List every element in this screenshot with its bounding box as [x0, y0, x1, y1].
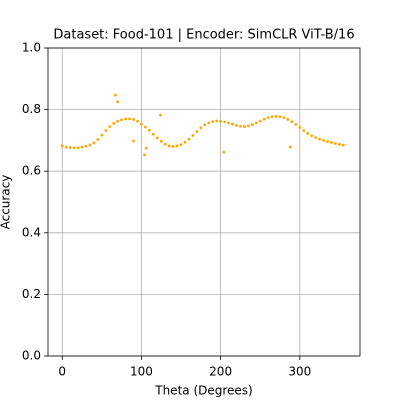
point — [203, 123, 207, 127]
point — [274, 114, 278, 118]
point — [215, 119, 219, 123]
point — [326, 140, 329, 144]
plot-frame — [47, 47, 361, 357]
point — [171, 145, 175, 148]
point — [239, 124, 242, 128]
point — [88, 143, 92, 147]
point — [64, 145, 68, 149]
y-tick-label: 0.8 — [22, 102, 41, 116]
point — [175, 144, 179, 148]
point — [338, 143, 341, 146]
chart-title: Dataset: Food-101 | Encoder: SimCLR ViT-… — [53, 28, 354, 43]
point — [334, 142, 337, 145]
point — [72, 146, 76, 150]
point — [223, 120, 226, 124]
point — [310, 134, 314, 138]
point — [227, 121, 230, 125]
point — [60, 144, 64, 148]
point — [294, 122, 298, 126]
point — [155, 136, 159, 140]
point — [183, 140, 187, 144]
point — [132, 139, 135, 143]
point — [104, 129, 108, 132]
y-tick-label: 0.2 — [22, 287, 41, 301]
point — [298, 126, 302, 129]
point — [235, 123, 238, 127]
y-tick-label: 0.6 — [22, 164, 41, 178]
point — [266, 116, 270, 120]
point — [318, 137, 322, 141]
point — [116, 119, 120, 123]
point — [219, 119, 223, 123]
point — [96, 138, 100, 141]
point — [250, 123, 254, 127]
point — [222, 150, 226, 154]
point — [322, 139, 325, 142]
point — [112, 122, 116, 125]
point — [92, 141, 96, 145]
point — [262, 117, 266, 121]
point — [302, 129, 306, 132]
point — [159, 139, 163, 143]
point — [144, 146, 148, 150]
point — [68, 146, 72, 149]
point — [80, 145, 84, 149]
point — [147, 128, 151, 132]
x-tick-label: 100 — [130, 365, 153, 379]
point — [140, 122, 143, 126]
point — [286, 118, 290, 121]
point — [120, 118, 124, 122]
point — [258, 119, 262, 123]
point — [242, 125, 246, 128]
point — [211, 120, 215, 124]
point — [108, 125, 112, 128]
y-axis-label: Accuracy — [0, 175, 13, 230]
point — [151, 132, 155, 136]
y-tick-label: 0.4 — [22, 225, 41, 239]
point — [132, 118, 135, 121]
point — [144, 125, 147, 129]
point — [330, 141, 333, 144]
point — [314, 136, 318, 140]
point — [187, 137, 191, 141]
point — [288, 145, 292, 149]
point — [84, 144, 88, 148]
point — [199, 126, 203, 130]
y-tick-label: 1.0 — [22, 41, 41, 55]
y-tick-label: 0.0 — [22, 349, 41, 363]
point — [163, 142, 167, 146]
point — [246, 124, 250, 128]
point — [136, 119, 139, 123]
point — [282, 116, 286, 120]
point — [128, 117, 131, 121]
point — [191, 134, 195, 137]
point — [167, 144, 171, 148]
x-tick-label: 300 — [288, 365, 311, 379]
point — [100, 133, 104, 137]
point — [341, 143, 345, 147]
point — [306, 131, 310, 135]
point — [179, 143, 183, 147]
point — [270, 115, 274, 119]
point — [207, 121, 211, 125]
point — [116, 100, 120, 104]
x-axis-label: Theta (Degrees) — [154, 384, 252, 398]
point — [113, 93, 117, 97]
point — [159, 113, 162, 117]
x-tick-label: 0 — [58, 365, 66, 379]
point — [278, 115, 282, 119]
point — [231, 122, 234, 126]
point — [290, 120, 294, 124]
x-tick-label: 200 — [209, 365, 232, 379]
point — [76, 146, 80, 150]
point — [254, 121, 258, 125]
point — [143, 153, 147, 157]
point — [195, 130, 199, 133]
point — [124, 117, 128, 121]
